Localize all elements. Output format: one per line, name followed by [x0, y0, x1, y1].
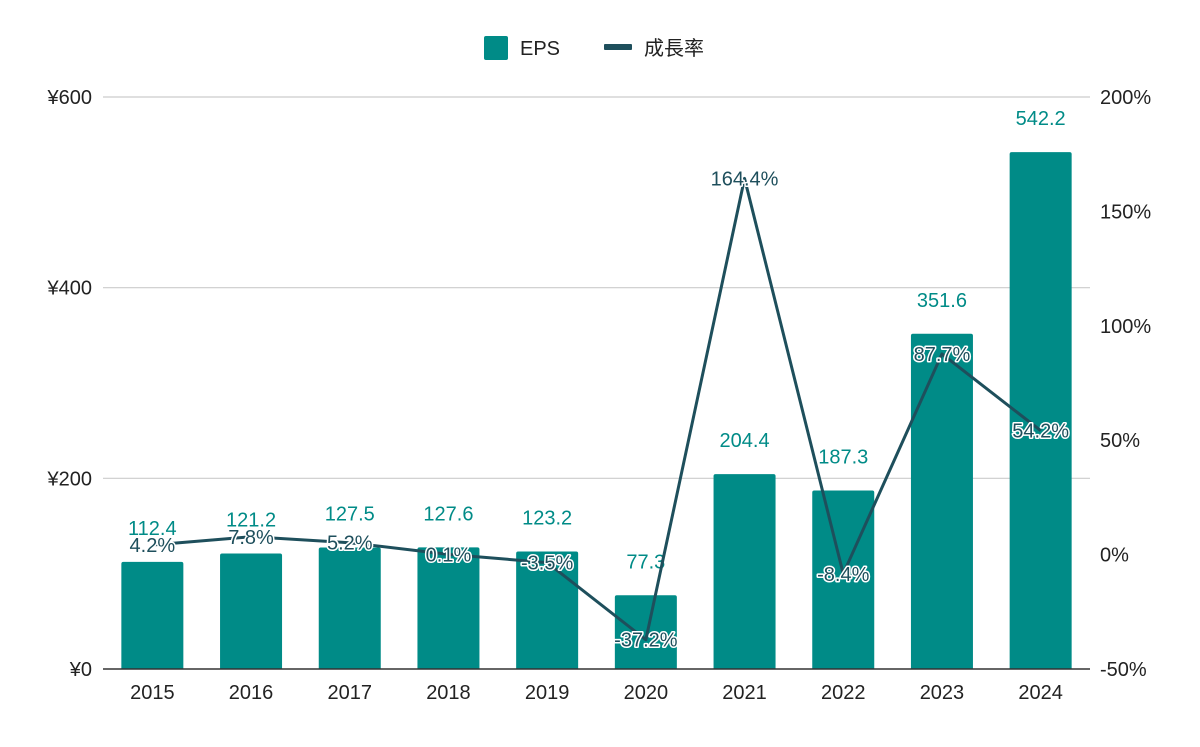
eps-bar	[417, 547, 480, 669]
eps-data-label: 112.4	[128, 518, 177, 540]
left-axis: ¥0 ¥200 ¥400 ¥600	[47, 87, 93, 681]
eps-bar	[910, 333, 973, 669]
right-axis-tick-label: 50%	[1100, 430, 1140, 452]
eps-data-label: 351.6	[917, 290, 967, 312]
growth-line-path	[152, 176, 1042, 642]
eps-data-labels: 112.4 121.2 127.5 127.6 123.2 77.3 204.4 187.3 3…	[128, 108, 1066, 573]
eps-bar	[812, 490, 875, 669]
right-axis-tick-label: -50%	[1100, 659, 1147, 681]
right-axis-tick-label: 0%	[1100, 545, 1129, 567]
eps-bar	[713, 474, 776, 669]
growth-data-label: 164.4%	[711, 168, 779, 190]
left-axis-tick-label: ¥400	[47, 278, 93, 300]
eps-bar	[121, 561, 184, 669]
x-axis-tick-label: 2023	[920, 682, 965, 704]
eps-data-label: 77.3	[626, 551, 665, 573]
right-axis-tick-label: 100%	[1100, 316, 1151, 338]
eps-bars	[121, 152, 1072, 669]
right-axis-tick-label: 150%	[1100, 201, 1151, 223]
x-axis-tick-label: 2017	[328, 682, 373, 704]
legend-swatch-growth	[604, 44, 632, 50]
legend-label-eps: EPS	[520, 38, 560, 60]
right-axis: -50% 0% 50% 100% 150% 200%	[1100, 87, 1151, 681]
eps-data-label: 127.6	[423, 503, 473, 525]
x-axis-tick-label: 2015	[130, 682, 175, 704]
growth-data-label: -3.5%	[521, 553, 573, 575]
eps-data-label: 187.3	[818, 446, 868, 468]
legend-swatch-eps	[484, 36, 508, 60]
growth-data-labels: 4.2% 7.8% 5.2% 0.1% -3.5% -37.2% 164.4% -8.4% 87…	[128, 167, 1071, 653]
eps-data-label: 204.4	[720, 430, 770, 452]
growth-data-label: 0.1%	[426, 544, 472, 566]
growth-data-label: 4.2%	[130, 535, 176, 557]
growth-data-label: 5.2%	[327, 533, 373, 555]
x-axis-tick-label: 2024	[1018, 682, 1063, 704]
eps-bar	[614, 595, 677, 669]
x-axis-tick-label: 2020	[624, 682, 669, 704]
eps-bar	[318, 547, 381, 669]
eps-bar	[220, 553, 283, 669]
left-axis-tick-label: ¥0	[69, 659, 92, 681]
eps-bar	[516, 551, 579, 669]
growth-data-label: 87.7%	[914, 344, 971, 366]
x-axis-tick-label: 2022	[821, 682, 866, 704]
growth-data-label: 54.2%	[1012, 421, 1069, 443]
x-axis-tick-label: 2021	[722, 682, 767, 704]
growth-data-label: -37.2%	[614, 630, 678, 652]
x-axis-tick-label: 2019	[525, 682, 570, 704]
left-axis-tick-label: ¥200	[47, 468, 93, 490]
x-axis-tick-label: 2016	[229, 682, 274, 704]
eps-data-label: 123.2	[522, 508, 572, 530]
growth-data-label: -8.4%	[817, 564, 869, 586]
x-axis-tick-label: 2018	[426, 682, 471, 704]
eps-data-label: 121.2	[226, 509, 276, 531]
right-axis-tick-label: 200%	[1100, 87, 1151, 109]
growth-line	[152, 176, 1042, 642]
legend-label-growth: 成長率	[644, 37, 704, 60]
left-axis-tick-label: ¥600	[47, 87, 93, 109]
eps-data-label: 542.2	[1016, 108, 1066, 130]
eps-data-label: 127.5	[325, 503, 375, 525]
eps-bar	[1009, 152, 1072, 669]
legend: EPS 成長率	[484, 36, 704, 60]
x-axis: 2015 2016 2017 2018 2019 2020 2021 2022 2023 2024	[103, 668, 1090, 704]
growth-data-label: 7.8%	[228, 527, 274, 549]
